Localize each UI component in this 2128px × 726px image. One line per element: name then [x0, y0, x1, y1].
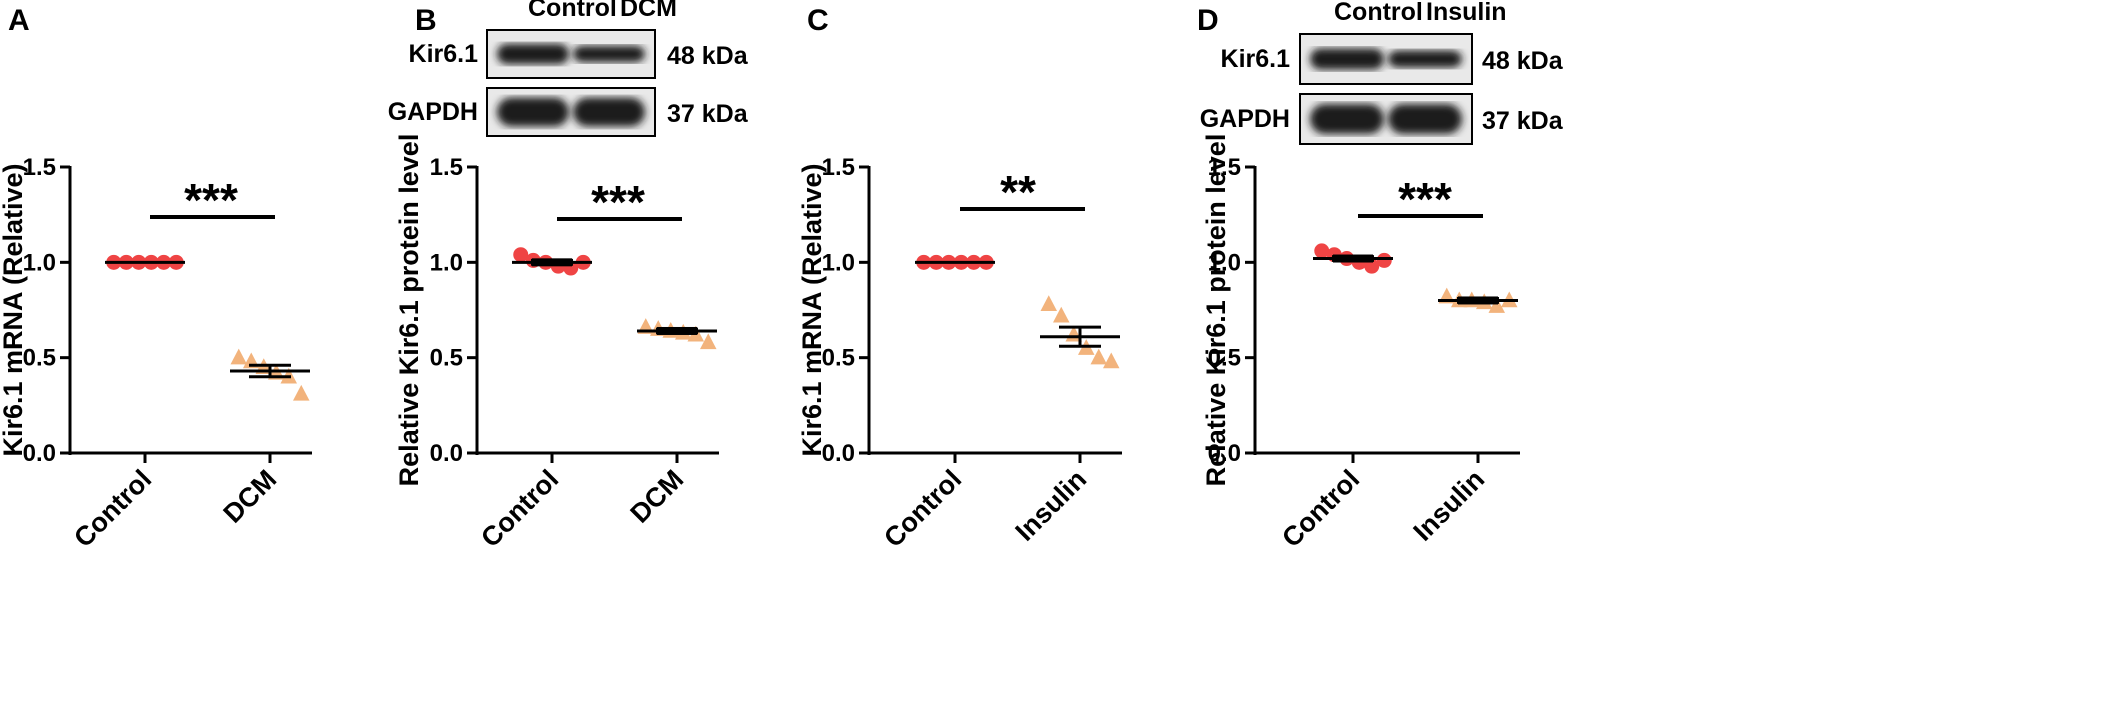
y-tick-label: 1.0 [822, 249, 855, 276]
blot-size-label: 37 kDa [667, 100, 749, 128]
y-tick-label: 1.0 [1208, 249, 1241, 276]
panel-letter: B [415, 4, 437, 37]
data-point-treatment [1040, 295, 1057, 312]
y-tick-label: 0.5 [822, 345, 855, 372]
y-tick-label: 0.0 [1208, 440, 1241, 467]
significance-stars: *** [591, 176, 645, 228]
panel-letter: C [807, 4, 829, 37]
data-point-treatment [293, 384, 310, 401]
data-point-treatment [230, 348, 247, 365]
blot-band [497, 43, 569, 65]
blot-band [573, 97, 645, 127]
blot-protein-label: GAPDH [388, 98, 478, 126]
sem-block [657, 326, 697, 335]
x-category-label: Insulin [1010, 464, 1093, 547]
blot-band [1310, 104, 1384, 134]
sem-block [1458, 296, 1498, 305]
significance-stars: *** [1398, 173, 1452, 225]
sem-block [1333, 254, 1373, 263]
data-point-treatment [1103, 352, 1120, 369]
blot-lane-label: Control [1334, 0, 1423, 26]
blot-lane-label: Insulin [1426, 0, 1507, 26]
x-category-label: Control [1276, 464, 1365, 553]
blot-band [573, 45, 645, 63]
data-point-treatment [700, 333, 717, 350]
x-category-label: Control [878, 464, 967, 553]
blot-band [1388, 50, 1462, 68]
y-tick-label: 0.5 [23, 345, 56, 372]
y-tick-label: 0.5 [1208, 345, 1241, 372]
y-tick-label: 1.0 [430, 249, 463, 276]
blot-size-label: 48 kDa [1482, 47, 1564, 75]
blot-protein-label: Kir6.1 [409, 40, 479, 68]
blot-lane-label: DCM [620, 0, 677, 22]
y-axis-label: Kir6.1 mRNA (Relative) [0, 163, 28, 456]
sem-block [532, 258, 572, 267]
panel-a: A 0.0 0.5 1.0 1.5 Control DCM Kir6.1 mRNA (Rela… [0, 4, 312, 553]
data-point-treatment [1053, 306, 1070, 323]
blot-protein-label: Kir6.1 [1221, 45, 1291, 73]
y-axis-label: Relative Kir6.1 protein level [394, 134, 424, 487]
blot-band [497, 97, 569, 127]
x-category-label: DCM [625, 464, 690, 529]
data-point-control [1314, 243, 1330, 259]
y-tick-label: 1.0 [23, 249, 56, 276]
y-axis-label: Kir6.1 mRNA (Relative) [797, 163, 827, 456]
panel-c: C 0.0 0.5 1.0 1.5 Control Insulin Kir6.1 mRNA (… [797, 4, 1122, 553]
y-tick-label: 1.5 [822, 154, 855, 181]
significance-stars: *** [184, 174, 238, 226]
y-tick-label: 1.5 [430, 154, 463, 181]
blot-band [1388, 104, 1462, 134]
data-point-treatment [1488, 297, 1505, 313]
blot-lane-label: Control [528, 0, 617, 22]
blot-size-label: 37 kDa [1482, 107, 1564, 135]
data-point-treatment [1090, 348, 1107, 365]
y-tick-label: 0.5 [430, 345, 463, 372]
x-category-label: Insulin [1408, 464, 1491, 547]
blot-protein-label: GAPDH [1200, 105, 1290, 133]
blot-band [1310, 48, 1384, 70]
data-point-control [513, 247, 529, 263]
x-category-label: Control [68, 464, 157, 553]
x-category-label: Control [475, 464, 564, 553]
y-tick-label: 0.0 [430, 440, 463, 467]
blot-size-label: 48 kDa [667, 42, 749, 70]
x-category-label: DCM [218, 464, 283, 529]
y-axis-label: Relative Kir6.1 protein level [1201, 134, 1231, 487]
significance-stars: ** [1000, 166, 1036, 218]
y-tick-label: 0.0 [23, 440, 56, 467]
data-point-control [1376, 252, 1392, 268]
y-tick-label: 0.0 [822, 440, 855, 467]
y-tick-label: 1.5 [23, 154, 56, 181]
panel-letter: D [1197, 4, 1219, 37]
y-tick-label: 1.5 [1208, 154, 1241, 181]
panel-letter: A [8, 4, 30, 37]
